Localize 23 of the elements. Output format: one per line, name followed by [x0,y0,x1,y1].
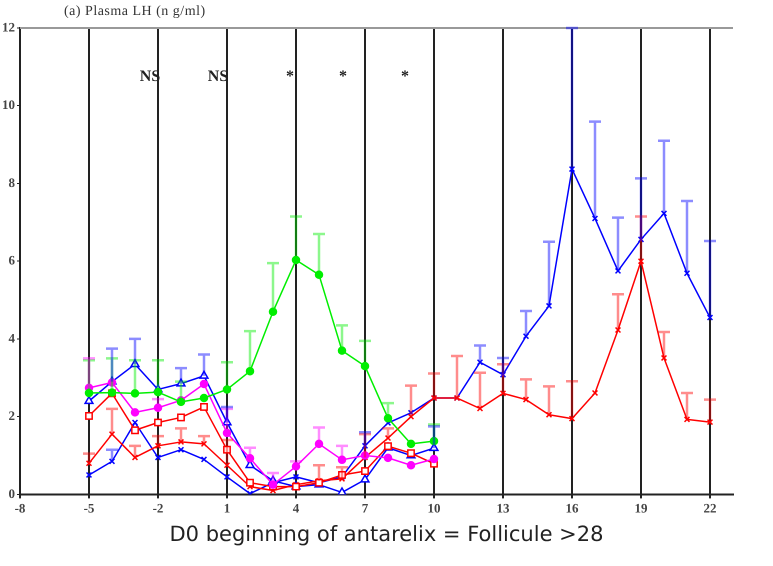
y-tick-label: 8 [8,174,16,190]
text: D0 beginning of antarelix = Follicule >28 [168,522,604,546]
y-tick-label: 4 [8,330,16,346]
x-tick-label: 1 [224,500,230,516]
x-tick-label: 7 [362,500,369,516]
annotation: * [400,68,410,86]
x-tick-label: 4 [292,500,300,516]
annotation: * [338,68,348,86]
y-tick-label: 12 [2,19,15,34]
x-tick-label: -5 [84,500,95,516]
x-tick-label: 10 [428,500,440,516]
y-tick-label: 0 [8,486,15,501]
x-tick-label: 16 [566,500,579,516]
x-tick-label: -8 [14,500,26,516]
y-tick-label: 6 [8,252,16,268]
x-tick-label: 19 [634,500,648,516]
chart-title: (a) Plasma LH (n g/ml) [64,4,206,20]
annotation: * [285,68,295,86]
x-tick-label: 13 [496,500,510,516]
y-tick-label: 2 [8,408,15,424]
x-tick-label: 22 [704,500,716,516]
x-tick-label: -2 [152,500,164,516]
y-tick-label: 10 [2,97,15,112]
